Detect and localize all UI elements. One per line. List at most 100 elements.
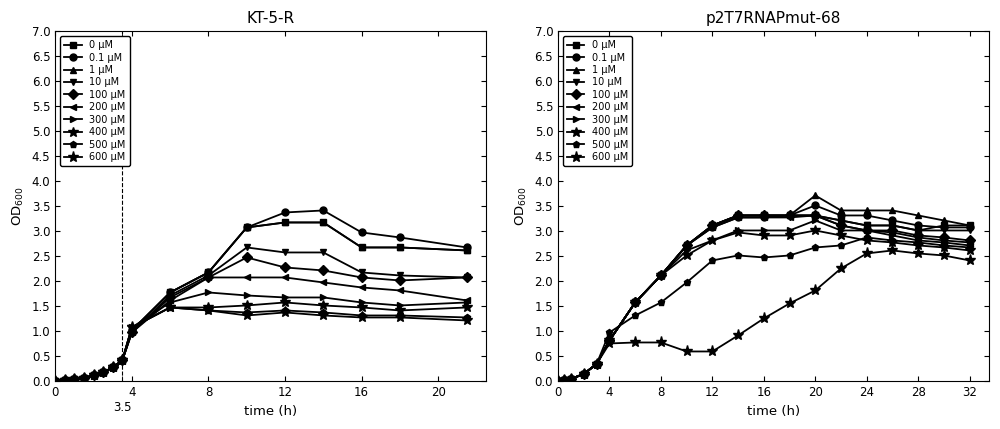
Line: 400 μM: 400 μM (553, 226, 974, 386)
0 μM (758, 213, 770, 218)
500 μM (938, 243, 950, 248)
600 μM (964, 258, 976, 263)
100 μM (49, 378, 61, 384)
500 μM (317, 310, 329, 315)
600 μM (126, 325, 138, 330)
500 μM (732, 253, 744, 258)
1 μM (241, 225, 253, 230)
10 μM (394, 273, 406, 278)
600 μM (78, 375, 90, 381)
400 μM (578, 372, 590, 377)
Line: 600 μM: 600 μM (552, 245, 975, 387)
0 μM (49, 378, 61, 384)
200 μM (126, 330, 138, 335)
500 μM (88, 373, 100, 378)
400 μM (49, 378, 61, 384)
300 μM (886, 233, 898, 238)
300 μM (317, 295, 329, 300)
600 μM (938, 253, 950, 258)
400 μM (394, 308, 406, 313)
300 μM (565, 376, 577, 381)
500 μM (241, 310, 253, 315)
200 μM (78, 375, 90, 381)
100 μM (88, 373, 100, 378)
1 μM (394, 245, 406, 250)
600 μM (97, 370, 109, 375)
600 μM (732, 333, 744, 338)
200 μM (809, 213, 821, 218)
1 μM (591, 361, 603, 366)
1 μM (552, 378, 564, 384)
600 μM (107, 365, 119, 370)
300 μM (356, 300, 368, 305)
500 μM (49, 378, 61, 384)
0 μM (558, 378, 570, 383)
400 μM (758, 233, 770, 238)
0 μM (88, 373, 100, 378)
600 μM (49, 378, 61, 384)
Line: 400 μM: 400 μM (50, 298, 472, 386)
500 μM (784, 253, 796, 258)
600 μM (552, 378, 564, 384)
1 μM (558, 378, 570, 383)
Line: 10 μM: 10 μM (52, 244, 470, 384)
0.1 μM (202, 270, 214, 275)
0.1 μM (97, 370, 109, 375)
0 μM (706, 223, 718, 228)
400 μM (565, 376, 577, 381)
Line: 100 μM: 100 μM (52, 254, 470, 384)
500 μM (629, 313, 641, 318)
200 μM (964, 240, 976, 245)
0.1 μM (49, 378, 61, 384)
400 μM (88, 373, 100, 378)
500 μM (59, 378, 71, 383)
10 μM (107, 365, 119, 370)
100 μM (758, 213, 770, 218)
10 μM (706, 223, 718, 228)
200 μM (59, 378, 71, 383)
500 μM (202, 308, 214, 313)
300 μM (558, 378, 570, 383)
10 μM (861, 223, 873, 228)
Y-axis label: OD$_{600}$: OD$_{600}$ (11, 187, 26, 227)
0 μM (59, 378, 71, 383)
10 μM (681, 243, 693, 248)
0 μM (356, 245, 368, 250)
0 μM (809, 213, 821, 218)
200 μM (317, 280, 329, 285)
Line: 1 μM: 1 μM (555, 192, 973, 384)
100 μM (461, 275, 473, 280)
600 μM (59, 378, 71, 383)
Line: 500 μM: 500 μM (555, 234, 973, 384)
500 μM (116, 358, 128, 363)
10 μM (603, 338, 615, 343)
300 μM (241, 293, 253, 298)
0 μM (461, 248, 473, 253)
1 μM (279, 220, 291, 225)
600 μM (809, 288, 821, 293)
0 μM (317, 220, 329, 225)
300 μM (116, 358, 128, 363)
0 μM (241, 225, 253, 230)
10 μM (461, 275, 473, 280)
600 μM (461, 318, 473, 323)
100 μM (886, 228, 898, 233)
200 μM (279, 275, 291, 280)
0 μM (603, 338, 615, 343)
0.1 μM (461, 245, 473, 250)
400 μM (964, 248, 976, 253)
100 μM (565, 376, 577, 381)
0 μM (681, 243, 693, 248)
300 μM (784, 228, 796, 233)
600 μM (655, 340, 667, 345)
600 μM (591, 361, 603, 366)
10 μM (552, 378, 564, 384)
0.1 μM (88, 373, 100, 378)
300 μM (758, 228, 770, 233)
10 μM (68, 377, 80, 382)
300 μM (938, 240, 950, 245)
Line: 600 μM: 600 μM (50, 302, 473, 387)
1 μM (681, 243, 693, 248)
0 μM (126, 328, 138, 333)
300 μM (681, 248, 693, 253)
